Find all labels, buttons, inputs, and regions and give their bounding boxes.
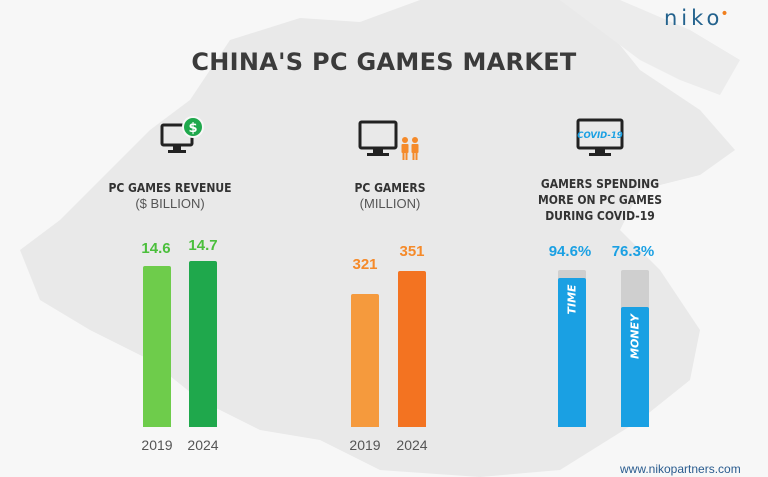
gamers-2019-value: 321 <box>352 256 378 273</box>
spending-label-line-3: DURING COVID-19 <box>545 209 655 223</box>
monitor-gamers-icon <box>358 120 419 160</box>
revenue-2019-value: 14.6 <box>141 240 171 257</box>
monitor-dollar-icon: $ <box>160 116 204 153</box>
spending-label: GAMERS SPENDING MORE ON PC GAMES DURING … <box>520 176 680 224</box>
spend-time-value: 94.6% <box>548 243 592 260</box>
revenue-label: PC GAMES REVENUE <box>108 181 232 195</box>
spending-label-line-1: GAMERS SPENDING <box>540 177 660 191</box>
svg-text:$: $ <box>188 121 197 136</box>
gamers-2024-year: 2024 <box>396 437 428 453</box>
spend-time-bar <box>558 278 586 427</box>
page-title: CHINA'S PC GAMES MARKET <box>191 48 577 76</box>
gamers-2024-bar <box>398 271 426 427</box>
gamers-label: PC GAMERS <box>354 181 426 195</box>
spend-money-label: MONEY <box>628 314 642 359</box>
spending-label-line-2: MORE ON PC GAMES <box>537 193 663 207</box>
monitor-covid-icon: COVID-19 <box>576 118 624 156</box>
spend-money-value: 76.3% <box>611 243 655 260</box>
niko-logo: niko• <box>664 6 733 30</box>
revenue-2024-value: 14.7 <box>188 237 218 254</box>
covid-icon-text: COVID-19 <box>577 131 623 141</box>
gamers-2019-year: 2019 <box>349 437 381 453</box>
revenue-2019-bar <box>143 266 171 427</box>
spend-money-bar <box>621 307 649 427</box>
website-url: www.nikopartners.com <box>620 462 741 476</box>
gamers-2024-value: 351 <box>399 243 425 260</box>
revenue-sublabel: ($ BILLION) <box>135 196 205 211</box>
revenue-2019-year: 2019 <box>141 437 173 453</box>
revenue-2024-bar <box>189 261 217 427</box>
gamers-2019-bar <box>351 294 379 427</box>
spend-time-label: TIME <box>565 284 579 315</box>
logo-dot: • <box>720 6 733 22</box>
gamers-sublabel: (MILLION) <box>359 196 421 211</box>
revenue-2024-year: 2024 <box>187 437 219 453</box>
